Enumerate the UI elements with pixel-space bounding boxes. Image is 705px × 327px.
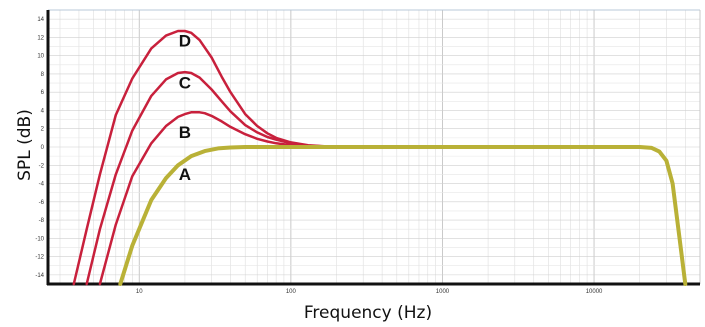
x-tick-label: 100 [286, 289, 297, 295]
x-tick-label: 10000 [586, 289, 603, 295]
curve-label-d: D [179, 32, 191, 51]
y-tick-labels: 14 12 10 8 6 4 2 0 -2 -4 -6 -8 -10 -12 -14 [35, 17, 44, 279]
series-lines [72, 29, 688, 286]
curve-labels: D C B A [179, 32, 191, 184]
y-tick-label: 12 [37, 35, 44, 41]
y-tick-label: 0 [41, 145, 45, 151]
x-tick-label: 10 [136, 289, 143, 295]
y-axis-title: SPL (dB) [15, 109, 35, 181]
y-tick-label: -10 [35, 236, 44, 242]
axes [46, 9, 701, 286]
curve-label-a: A [179, 165, 191, 184]
y-tick-label: -6 [39, 200, 45, 206]
y-tick-label: 2 [41, 127, 45, 133]
x-axis-title: Frequency (Hz) [304, 303, 432, 323]
grid [48, 9, 701, 285]
y-tick-label: -12 [35, 255, 44, 261]
y-tick-label: 10 [37, 54, 44, 60]
y-tick-label: -14 [35, 273, 44, 279]
x-tick-labels: 10 100 1000 10000 [136, 289, 603, 295]
y-tick-label: -2 [39, 163, 45, 169]
y-tick-label: 4 [41, 108, 45, 114]
y-tick-label: 8 [41, 72, 45, 78]
y-tick-label: 14 [37, 17, 44, 23]
y-tick-label: 6 [41, 90, 45, 96]
series-line-a [118, 145, 688, 286]
curve-label-c: C [179, 74, 191, 93]
curve-label-b: B [179, 123, 191, 142]
y-tick-label: -4 [39, 182, 45, 188]
y-tick-label: -8 [39, 218, 45, 224]
x-tick-label: 1000 [436, 289, 450, 295]
